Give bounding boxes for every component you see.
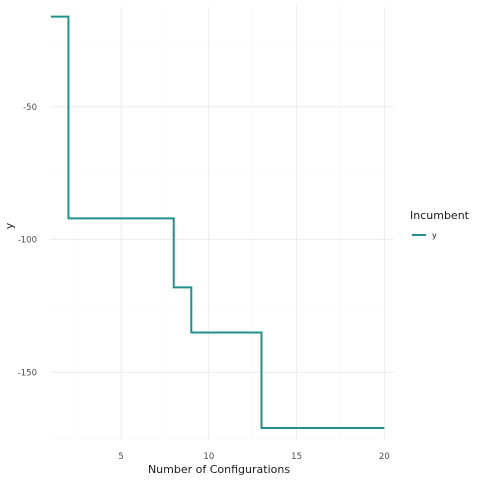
- grid: [50, 6, 394, 440]
- x-axis-title: Number of Configurations: [148, 463, 290, 476]
- legend: Incumbent y: [410, 209, 470, 240]
- y-axis-title: y: [3, 222, 16, 229]
- x-tick-label: 20: [379, 452, 390, 462]
- tick-labels: 5 10 15 20 -50 -100 -150: [18, 103, 390, 462]
- y-tick-label: -100: [18, 236, 37, 246]
- series-layer: [50, 15, 385, 430]
- x-tick-label: 10: [203, 452, 214, 462]
- x-tick-label: 5: [118, 452, 123, 462]
- y-tick-label: -150: [18, 368, 37, 378]
- legend-title: Incumbent: [410, 209, 470, 222]
- series-line-y: [50, 15, 385, 430]
- x-tick-label: 15: [291, 452, 302, 462]
- y-tick-label: -50: [23, 103, 37, 113]
- legend-label: y: [432, 231, 437, 240]
